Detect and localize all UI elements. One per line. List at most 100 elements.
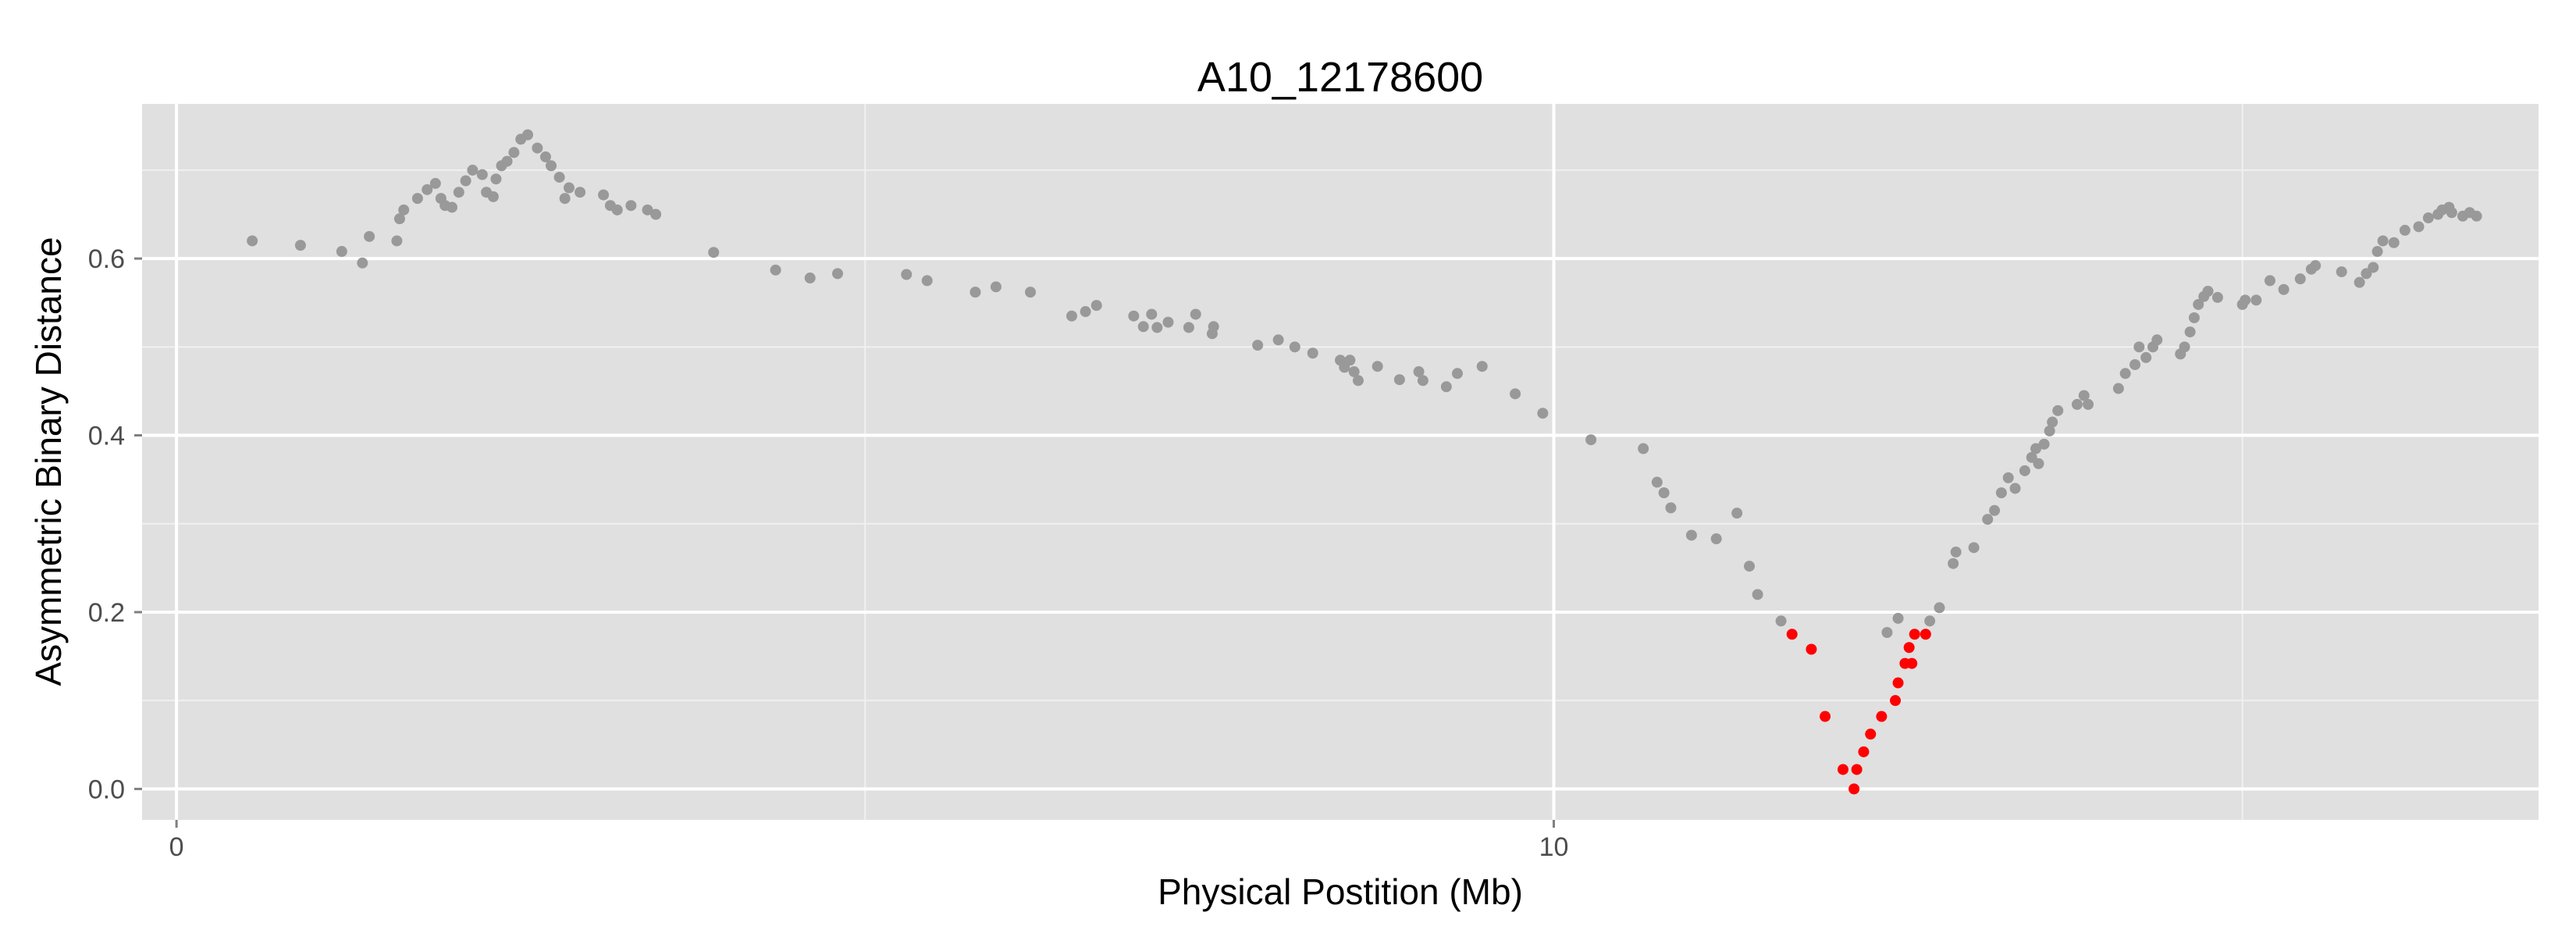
data-point — [2112, 383, 2124, 394]
minor-gridlines — [142, 104, 2539, 820]
data-point — [1890, 695, 1902, 707]
y-tick-label: 0.4 — [88, 422, 125, 451]
data-point — [2140, 351, 2152, 363]
data-point — [1585, 434, 1597, 446]
data-point — [1837, 764, 1848, 775]
data-point — [2336, 266, 2347, 278]
data-point — [1289, 341, 1300, 353]
data-point — [575, 187, 586, 198]
data-point — [2422, 212, 2434, 224]
data-point — [1920, 629, 1931, 640]
data-point — [1968, 542, 1980, 554]
data-point — [490, 173, 502, 185]
data-point — [1440, 381, 1452, 393]
data-point — [391, 235, 403, 247]
data-point — [2193, 298, 2204, 310]
data-point — [247, 235, 258, 247]
chart-title: A10_12178600 — [1197, 54, 1483, 101]
data-point — [2030, 443, 2042, 454]
data-point — [625, 200, 637, 212]
data-point — [1903, 642, 1915, 654]
data-point — [2211, 291, 2223, 303]
data-point — [2310, 260, 2322, 272]
data-point — [770, 264, 781, 276]
data-point — [1393, 374, 1405, 386]
plot-panel — [142, 104, 2539, 820]
data-point — [2179, 341, 2190, 353]
data-point — [2264, 275, 2275, 287]
data-point — [1451, 368, 1463, 379]
x-axis-title: Physical Postition (Mb) — [1158, 871, 1523, 912]
data-point — [2129, 358, 2141, 370]
data-point — [1876, 711, 1888, 722]
data-point — [1537, 408, 1549, 419]
data-point — [970, 287, 981, 298]
data-point — [921, 275, 933, 287]
data-point — [642, 204, 653, 216]
data-point — [2377, 235, 2389, 247]
data-point — [1806, 643, 1817, 655]
data-point — [1685, 529, 1697, 541]
data-point — [1995, 487, 2007, 499]
data-point — [2202, 286, 2214, 297]
data-point — [1658, 487, 1670, 499]
data-point — [1909, 629, 1920, 640]
data-point — [2371, 246, 2383, 258]
data-point — [2188, 312, 2200, 323]
data-point — [1865, 729, 1877, 740]
data-point — [1372, 361, 1383, 372]
data-point — [294, 240, 306, 251]
data-point — [2009, 483, 2021, 494]
data-point — [2133, 341, 2145, 353]
axis-ticks: 0 10 0.0 0.2 0.4 0.6 — [88, 244, 1569, 862]
data-point — [1080, 306, 1091, 318]
data-point — [1665, 502, 1677, 514]
data-point — [422, 183, 433, 195]
data-point — [650, 208, 662, 220]
data-point — [1413, 366, 1425, 378]
y-tick-label: 0.0 — [88, 775, 125, 804]
data-point — [1731, 508, 1743, 519]
data-point — [1948, 558, 1959, 569]
data-point — [2019, 465, 2030, 476]
data-point — [1752, 589, 1763, 600]
data-point — [411, 193, 423, 205]
data-point — [508, 147, 520, 159]
data-point — [2044, 425, 2055, 436]
data-point — [832, 268, 844, 280]
data-point — [804, 273, 816, 284]
data-point — [1066, 310, 1077, 322]
data-point — [546, 160, 557, 172]
data-point — [901, 269, 913, 280]
data-point — [553, 171, 565, 183]
data-point — [1190, 308, 1201, 320]
data-point — [1128, 310, 1140, 322]
data-point — [2446, 207, 2457, 219]
data-point — [453, 187, 464, 198]
major-gridlines — [142, 104, 2539, 820]
data-point — [1881, 626, 1893, 638]
data-point — [1651, 476, 1663, 488]
data-point — [990, 281, 1002, 293]
data-point — [398, 204, 410, 216]
data-point — [1252, 340, 1264, 351]
data-point — [1851, 764, 1863, 775]
data-point — [1906, 657, 1918, 669]
data-point — [708, 247, 720, 258]
data-point — [1638, 443, 1649, 454]
data-point — [2038, 438, 2050, 450]
data-point — [563, 182, 575, 194]
data-point — [2052, 404, 2064, 416]
data-point — [2354, 276, 2365, 288]
x-tick-label: 0 — [169, 832, 184, 862]
y-axis-title: Asymmetric Binary Distance — [28, 237, 69, 686]
data-point — [1744, 561, 1756, 572]
data-point — [476, 169, 488, 180]
data-point — [559, 193, 571, 205]
data-point — [1352, 375, 1364, 387]
data-point — [393, 213, 405, 225]
data-point — [1307, 347, 1318, 359]
data-point — [336, 246, 347, 258]
data-point — [1858, 746, 1870, 757]
